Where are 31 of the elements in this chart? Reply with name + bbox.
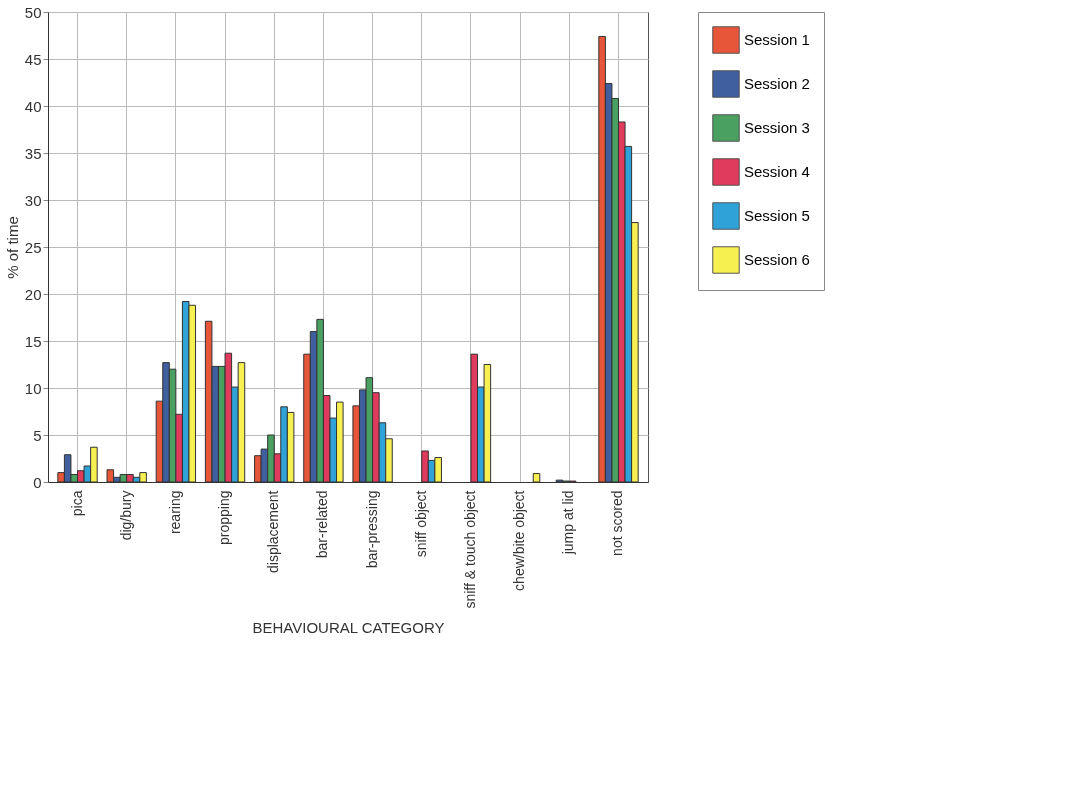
x-tick-label: jump at lid	[560, 490, 577, 556]
x-tick-label: not scored	[609, 490, 626, 556]
y-tick-label: 45	[24, 50, 42, 68]
x-tick-label: chew/bite object	[511, 490, 528, 591]
legend-label: Session 2	[744, 75, 810, 92]
y-tick-label: 25	[24, 238, 42, 256]
y-tick-label: 50	[24, 3, 42, 21]
y-axis-title: % of time	[3, 216, 21, 279]
x-tick-label: rearing	[166, 490, 183, 535]
legend-label: Session 1	[744, 31, 810, 48]
x-tick-label: pica	[68, 490, 85, 517]
x-tick-label: sniff & touch object	[461, 490, 478, 609]
y-tick-label: 5	[33, 426, 42, 444]
y-tick-label: 30	[24, 191, 42, 209]
x-tick-label: dig/bury	[117, 490, 134, 541]
y-tick-label: 10	[24, 379, 42, 397]
x-axis-title: BEHAVIOURAL CATEGORY	[252, 618, 445, 636]
x-tick-label: bar-pressing	[363, 490, 380, 569]
x-tick-label: displacement	[265, 490, 282, 573]
x-tick-label: propping	[216, 490, 233, 545]
y-tick-label: 20	[24, 285, 42, 303]
legend-label: Session 6	[744, 251, 810, 268]
legend-label: Session 5	[744, 207, 810, 224]
y-tick-label: 0	[33, 473, 42, 491]
x-tick-label: sniff object	[412, 490, 429, 558]
legend-label: Session 4	[744, 163, 810, 180]
legend-label: Session 3	[744, 119, 810, 136]
x-tick-label: bar-related	[314, 490, 331, 559]
y-tick-label: 40	[24, 97, 42, 115]
y-tick-label: 15	[24, 332, 42, 350]
y-tick-label: 35	[24, 144, 42, 162]
